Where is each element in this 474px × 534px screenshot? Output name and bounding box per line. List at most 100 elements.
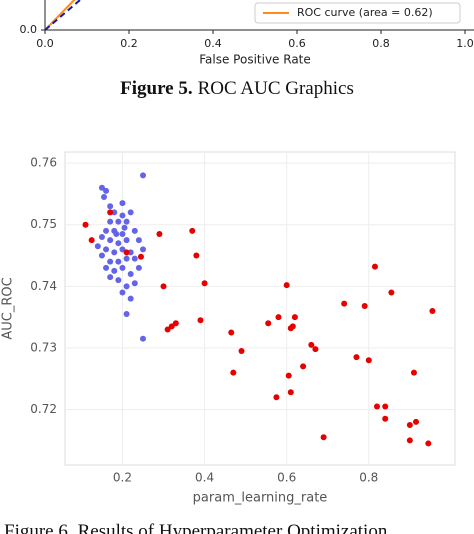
- point: [312, 346, 319, 353]
- x-tick-label: 0.0: [36, 37, 54, 50]
- y-axis-label: AUC_ROC: [1, 277, 16, 339]
- point: [123, 237, 130, 244]
- y-tick-label: 0.75: [30, 217, 57, 231]
- point: [287, 389, 294, 396]
- x-tick-label: 0.8: [359, 471, 378, 485]
- point: [320, 434, 327, 441]
- point: [115, 258, 122, 265]
- roc-line: [44, 0, 76, 31]
- point: [98, 252, 105, 259]
- point: [275, 314, 282, 321]
- point: [238, 348, 245, 355]
- point: [374, 403, 380, 410]
- point: [361, 303, 368, 310]
- point: [137, 253, 144, 260]
- point: [121, 224, 128, 231]
- point: [107, 209, 114, 216]
- y-tick-label: 0.74: [30, 279, 57, 293]
- point: [308, 341, 315, 348]
- point: [107, 237, 114, 244]
- point: [119, 246, 126, 253]
- point: [371, 263, 378, 270]
- point: [410, 369, 417, 376]
- point: [131, 255, 138, 262]
- point: [140, 172, 146, 179]
- point: [111, 249, 118, 256]
- point: [111, 267, 118, 274]
- point: [135, 237, 142, 244]
- point: [119, 230, 126, 237]
- x-axis-label: False Positive Rate: [199, 53, 311, 67]
- point: [119, 264, 126, 271]
- point: [119, 200, 126, 207]
- point: [115, 218, 122, 225]
- legend-box: [254, 2, 461, 24]
- point: [127, 249, 134, 256]
- x-tick-label: 0.2: [120, 37, 138, 50]
- point: [382, 415, 389, 422]
- point: [127, 270, 134, 277]
- point: [131, 280, 138, 287]
- point: [107, 274, 114, 281]
- y-tick-label: 0.72: [30, 402, 57, 416]
- point: [119, 212, 126, 219]
- point: [94, 243, 101, 250]
- point: [341, 300, 348, 307]
- point: [300, 363, 307, 370]
- point: [119, 289, 126, 296]
- x-tick-label: 0.6: [288, 37, 306, 50]
- x-tick-label: 0.2: [113, 471, 132, 485]
- point: [189, 227, 196, 234]
- x-tick-label: 0.8: [372, 37, 390, 50]
- point: [193, 252, 200, 259]
- point: [107, 258, 114, 265]
- point: [101, 193, 107, 200]
- point: [353, 354, 360, 361]
- point: [98, 184, 105, 191]
- point: [291, 314, 298, 321]
- y-tick-label: 0.76: [30, 156, 57, 170]
- point: [406, 421, 413, 428]
- point: [425, 440, 432, 447]
- point: [230, 369, 237, 376]
- point: [265, 320, 272, 327]
- caption-text: ROC AUC Graphics: [198, 78, 354, 99]
- point: [103, 227, 110, 234]
- point: [140, 246, 146, 253]
- point: [103, 264, 110, 271]
- point: [289, 323, 296, 330]
- point: [113, 230, 120, 237]
- point: [164, 326, 171, 333]
- point: [135, 264, 142, 271]
- caption: Figure 5. ROC AUC Graphics: [120, 78, 354, 99]
- point: [197, 317, 204, 324]
- x-axis-label: param_learning_rate: [193, 491, 328, 506]
- point: [382, 403, 389, 410]
- point: [413, 418, 419, 425]
- caption: Figure 6. Results of Hyperparameter Optim…: [4, 521, 388, 534]
- x-tick-label: 1.0: [456, 37, 474, 50]
- point: [140, 335, 146, 342]
- point: [103, 187, 110, 194]
- caption-label: Figure 6.: [4, 521, 73, 534]
- point: [107, 218, 114, 225]
- point: [123, 255, 130, 262]
- point: [273, 394, 280, 401]
- point: [98, 234, 105, 241]
- point: [168, 323, 175, 330]
- point: [123, 311, 130, 318]
- point: [160, 283, 167, 290]
- point: [123, 283, 130, 290]
- point: [123, 249, 130, 256]
- point: [283, 282, 290, 289]
- point: [365, 357, 372, 364]
- point: [123, 218, 130, 225]
- point: [103, 246, 110, 253]
- caption-text: Results of Hyperparameter Optimization: [78, 521, 388, 534]
- point: [406, 437, 413, 444]
- point: [429, 307, 436, 314]
- point: [156, 230, 163, 237]
- point: [127, 295, 134, 302]
